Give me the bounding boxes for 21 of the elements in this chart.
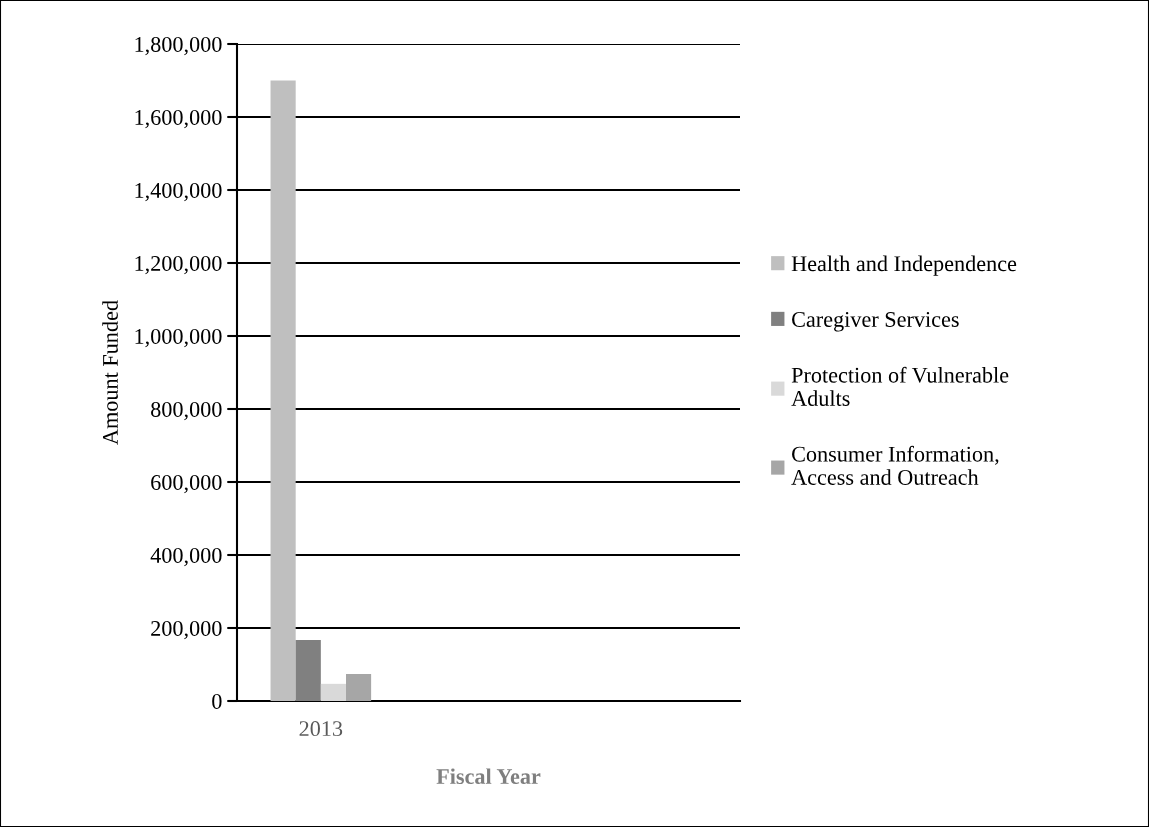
y-tick-label: 600,000: [151, 474, 222, 494]
y-tick-label: 1,400,000: [135, 182, 222, 202]
y-tick-label: 1,200,000: [135, 255, 222, 275]
bar: [320, 683, 346, 701]
x-tick-label: 2013: [299, 721, 343, 737]
y-tick-label: 1,000,000: [135, 328, 222, 348]
legend-label: Protection of Vulnerable Adults: [791, 366, 1009, 406]
bar: [270, 80, 296, 701]
bar: [295, 640, 321, 701]
y-tick-label: 200,000: [151, 620, 222, 640]
y-axis-title: Amount Funded: [102, 300, 118, 445]
y-tick-label: 400,000: [150, 547, 222, 567]
y-tick-label: 1,800,000: [135, 36, 222, 56]
x-axis-title: Fiscal Year: [436, 768, 541, 785]
legend-label: Consumer Information, Access and Outreach: [791, 445, 999, 485]
bar: [345, 673, 372, 701]
legend-label: Caregiver Services: [792, 312, 959, 332]
y-tick-label: 0: [212, 693, 222, 709]
y-tick-label: 800,000: [151, 401, 222, 421]
y-tick-label: 1,600,000: [135, 109, 222, 129]
legend-label: Health and Independence: [791, 255, 1017, 276]
